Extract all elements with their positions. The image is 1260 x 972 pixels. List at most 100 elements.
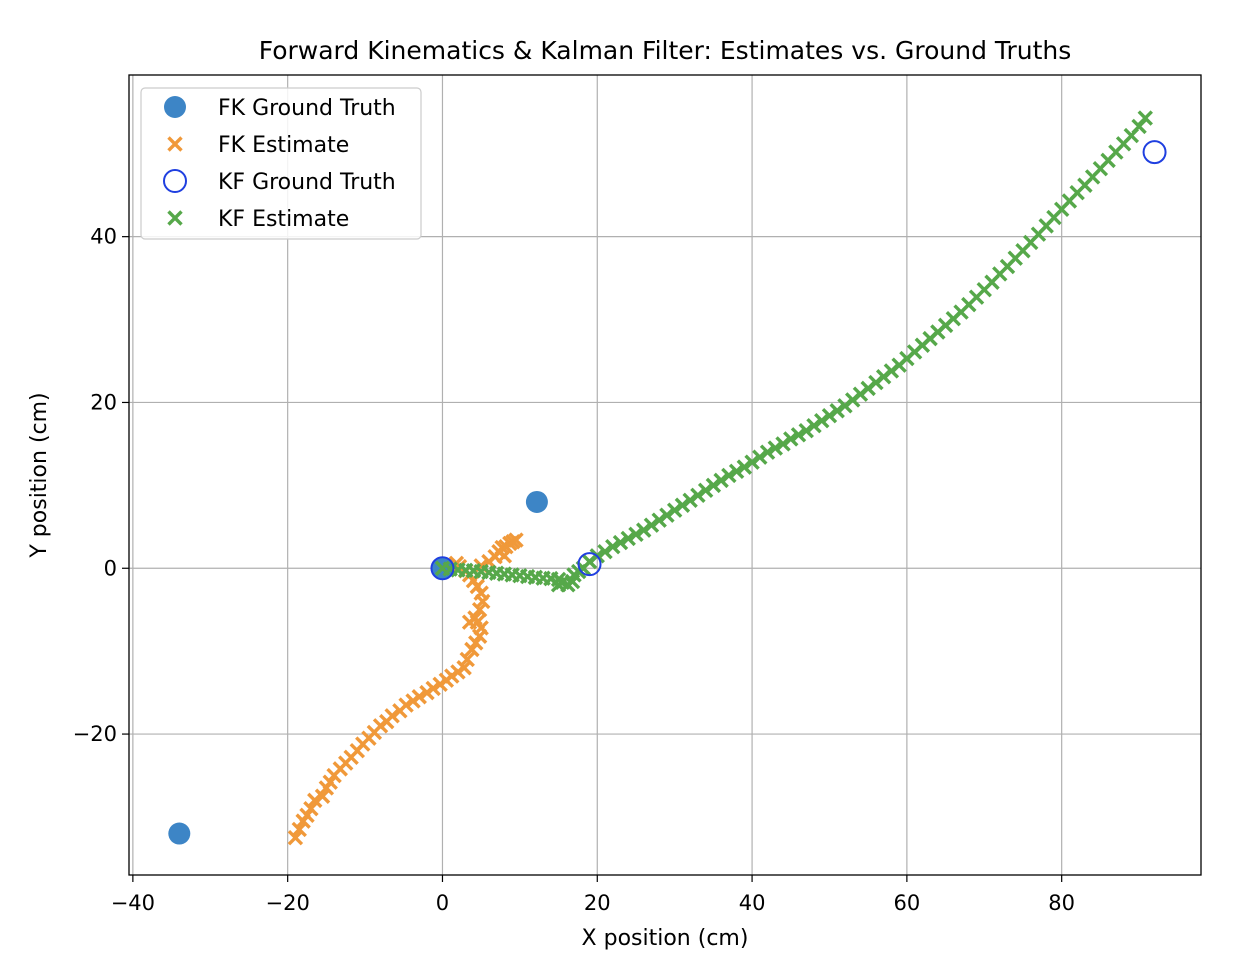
legend-marker-kf-estimate [167, 210, 183, 226]
marker-stroke [798, 422, 814, 439]
kf-estimate-point [744, 454, 760, 470]
y-axis-ticks: −20 0 20 40 [73, 225, 129, 746]
marker-stroke [411, 689, 427, 705]
marker-stroke [467, 610, 483, 626]
fk-estimate-point [411, 689, 427, 705]
marker-stroke [790, 427, 807, 443]
kf-estimate-point [620, 530, 636, 547]
marker-stroke [728, 463, 745, 479]
kf-ground-truth-point [430, 556, 455, 581]
kf-estimate-point [783, 431, 799, 447]
marker-stroke [287, 829, 304, 846]
marker-stroke [705, 477, 722, 494]
marker-stroke [806, 417, 822, 434]
kf-estimate-point [821, 408, 838, 424]
x-tick-label: −20 [266, 891, 310, 915]
marker-stroke [736, 459, 753, 475]
fk-estimate-point [467, 610, 483, 626]
kf-estimate-point [705, 477, 722, 494]
legend-box [140, 87, 422, 240]
y-tick-label: 20 [90, 390, 117, 414]
kf-estimate-series [434, 110, 1153, 593]
fk-estimate-point [508, 532, 524, 548]
marker-stroke [775, 436, 791, 452]
marker-stroke [636, 522, 652, 538]
legend-label-fk-estimate: FK Estimate [218, 133, 349, 158]
marker-stroke [628, 526, 644, 542]
marker-stroke [456, 660, 472, 676]
marker-stroke [459, 651, 475, 668]
kf-estimate-point [682, 492, 698, 508]
marker-stroke [597, 543, 613, 560]
kf-estimate-point [713, 472, 729, 489]
kf-estimate-point [612, 534, 629, 551]
fk-estimate-point [303, 800, 319, 817]
kf-ground-truth-point [577, 552, 602, 577]
marker-stroke [643, 517, 660, 533]
kf-estimate-point [674, 497, 691, 513]
marker-stroke [713, 472, 729, 489]
x-tick-label: −40 [111, 891, 155, 915]
legend-label-kf-estimate: KF Estimate [218, 207, 349, 232]
kf-estimate-point [690, 487, 706, 504]
x-tick-label: 20 [584, 891, 611, 915]
marker-stroke [612, 534, 629, 551]
legend-label-kf-ground-truth: KF Ground Truth [218, 170, 396, 195]
marker-stroke [829, 403, 845, 419]
marker-stroke [674, 497, 691, 513]
marker-stroke [682, 492, 698, 508]
fk-estimate-point [456, 660, 472, 676]
fk-estimate-point [471, 602, 488, 618]
kf-estimate-point [790, 427, 807, 443]
fk-estimate-point [314, 788, 331, 804]
marker-stroke [496, 548, 513, 564]
kf-estimate-point [728, 463, 745, 479]
marker-stroke [821, 408, 838, 424]
marker-stroke [508, 532, 524, 548]
marker-stroke [744, 454, 760, 470]
marker-stroke [752, 449, 768, 465]
y-tick-label: 40 [90, 225, 117, 249]
marker-stroke [759, 444, 776, 460]
kf-estimate-point [752, 449, 768, 465]
kf-ground-truth-series [430, 140, 1167, 581]
marker-stroke [167, 136, 183, 152]
fk-estimate-point [307, 792, 323, 809]
marker-stroke [303, 800, 319, 817]
marker-stroke [425, 680, 441, 697]
kf-estimate-point [628, 526, 644, 542]
kf-estimate-point [775, 436, 791, 452]
marker-stroke [721, 467, 737, 484]
kf-estimate-point [697, 482, 714, 499]
x-tick-label: 40 [739, 891, 766, 915]
kf-estimate-point [798, 422, 814, 439]
plot-area [168, 110, 1167, 846]
chart-title: Forward Kinematics & Kalman Filter: Esti… [259, 36, 1072, 65]
x-axis-ticks: −40 −20 0 20 40 60 80 [111, 875, 1075, 915]
kf-estimate-point [721, 467, 737, 484]
y-axis-label: Y position (cm) [27, 392, 52, 558]
marker-stroke [314, 788, 331, 804]
legend-marker-fk-ground-truth [164, 96, 186, 118]
marker-stroke [398, 697, 414, 713]
kf-estimate-point [736, 459, 753, 475]
legend-label-fk-ground-truth: FK Ground Truth [218, 96, 396, 121]
kf-estimate-point [651, 512, 667, 528]
y-tick-label: 0 [104, 556, 117, 580]
marker-stroke [167, 210, 183, 226]
marker-stroke [814, 412, 830, 429]
fk-estimate-point [291, 821, 307, 838]
marker-stroke [473, 585, 489, 601]
fk-estimate-point [496, 548, 513, 564]
grid [129, 75, 1201, 875]
marker-stroke [471, 602, 488, 618]
fk-ground-truth-point [525, 490, 548, 513]
fk-estimate-point [398, 697, 414, 713]
kf-estimate-point [636, 522, 652, 538]
kf-estimate-point [1137, 110, 1153, 126]
kf-estimate-point [814, 412, 830, 429]
kf-estimate-point [806, 417, 822, 434]
fk-ground-truth-point [168, 822, 191, 845]
marker-stroke [651, 512, 667, 528]
